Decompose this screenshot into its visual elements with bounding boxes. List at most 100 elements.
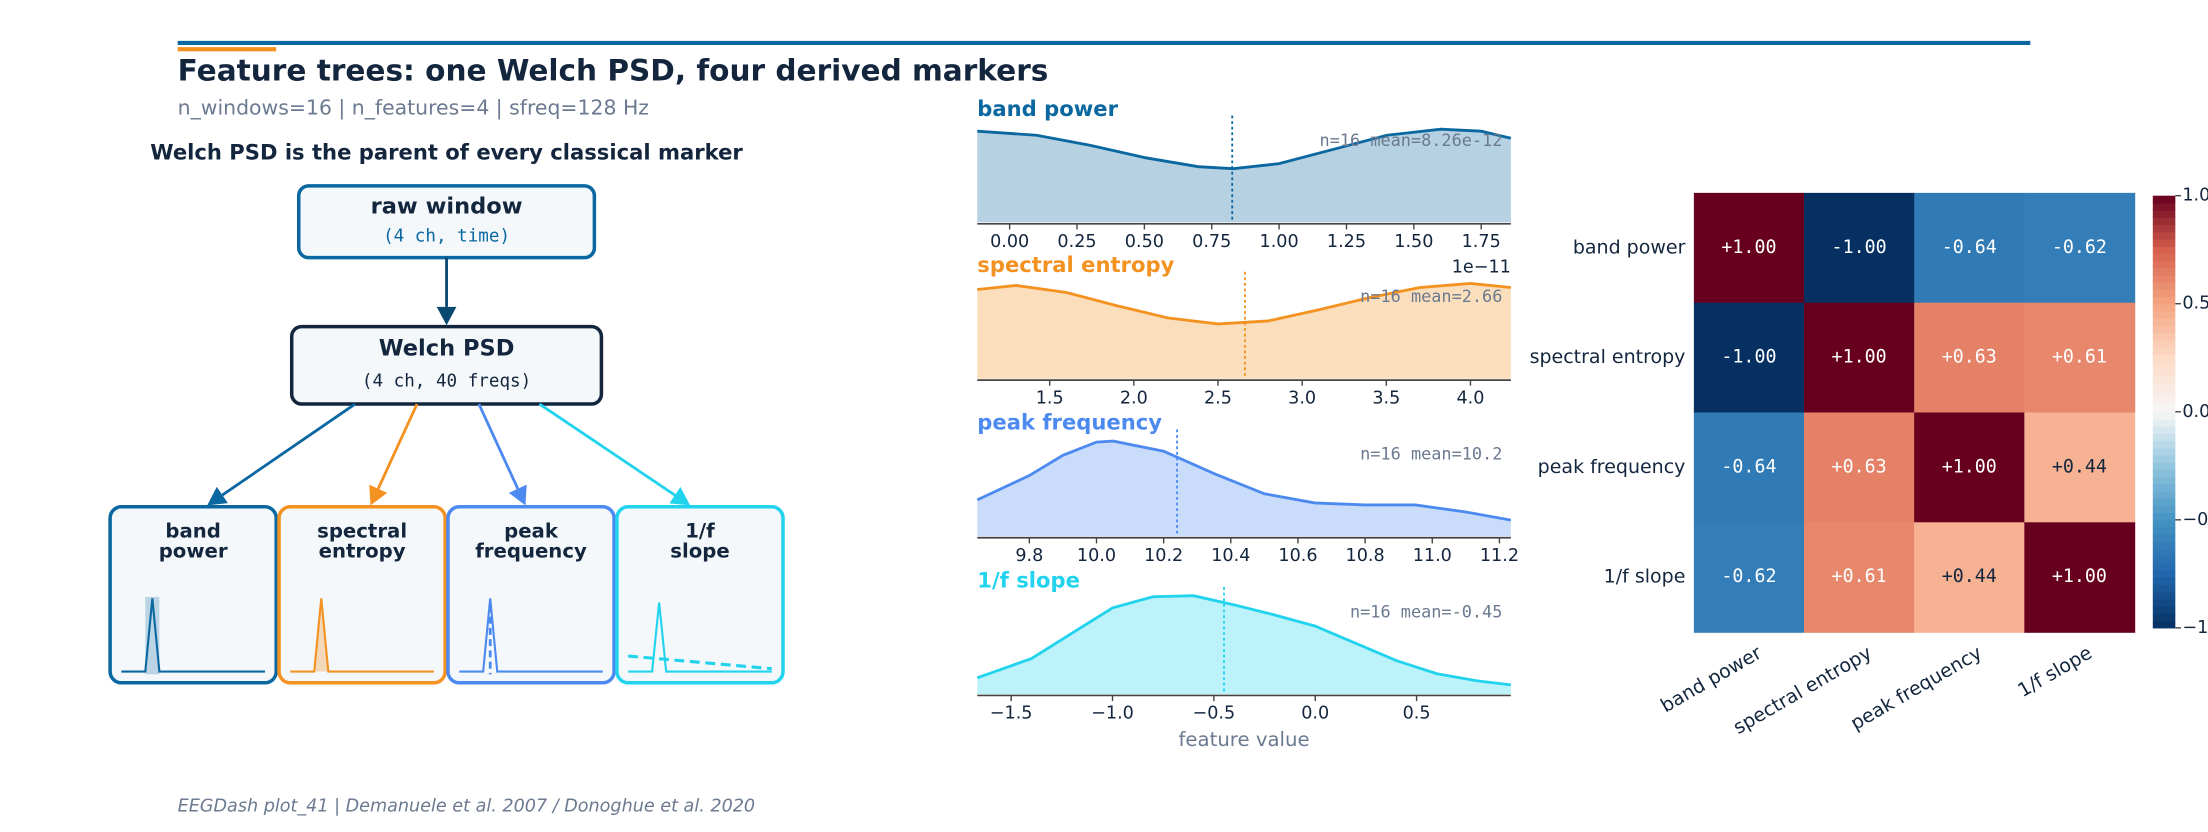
- colorbar-tick-label: −0.5: [2182, 510, 2208, 530]
- row-label: spectral entropy: [1530, 346, 1686, 368]
- colorbar-step: [2152, 447, 2176, 456]
- annotation: n=16 mean=10.2: [1360, 444, 1502, 464]
- heatmap-cell: [1693, 302, 1805, 414]
- annotation: n=16 mean=8.26e-12: [1320, 130, 1503, 150]
- colorbar-step: [2152, 361, 2176, 370]
- density-area: [977, 595, 1511, 695]
- colorbar-step: [2152, 390, 2176, 398]
- leaf-label: slope: [670, 539, 729, 562]
- colorbar-step: [2152, 577, 2176, 586]
- offset-label: 1e−11: [1452, 257, 1511, 277]
- colorbar-step: [2152, 462, 2176, 470]
- colorbar-tick-label: −1.0: [2182, 618, 2208, 638]
- colorbar-step: [2152, 310, 2176, 319]
- cell-label: +0.63: [1832, 456, 1887, 477]
- x-tick-label: 1.75: [1462, 232, 1501, 252]
- root-detail: (4 ch, time): [383, 227, 510, 247]
- sparkline-band: [145, 596, 160, 675]
- x-tick-label: 0.75: [1192, 232, 1231, 252]
- x-tick-label: 2.0: [1120, 388, 1148, 408]
- colorbar-step: [2152, 491, 2176, 499]
- arrow-shaft: [221, 402, 356, 497]
- cell-label: +0.61: [2052, 347, 2107, 368]
- cell-label: -0.64: [1721, 456, 1776, 477]
- leaf-label: entropy: [319, 539, 406, 562]
- x-tick-label: 1.00: [1260, 232, 1299, 252]
- colorbar-step: [2152, 375, 2176, 384]
- leaf-label: 1/f: [685, 520, 715, 543]
- heatmap-cell: [1804, 412, 1915, 523]
- leaf-label: frequency: [475, 539, 587, 562]
- colorbar-step: [2152, 397, 2176, 406]
- x-tick-label: 0.0: [1301, 704, 1329, 724]
- heatmap-cell: [1914, 302, 2026, 414]
- cell-label: +1.00: [2052, 566, 2107, 587]
- heatmap-cell: [1804, 192, 1915, 304]
- heatmap-cell: [1693, 192, 1805, 304]
- annotation: n=16 mean=-0.45: [1350, 601, 1502, 621]
- panel-title: spectral entropy: [977, 252, 1174, 277]
- x-tick-label: 3.5: [1372, 388, 1400, 408]
- colorbar-step: [2152, 325, 2176, 334]
- colorbar-step: [2152, 527, 2176, 535]
- colorbar-step: [2152, 584, 2176, 593]
- sparkline-fit: [628, 654, 772, 671]
- diagram-title: Welch PSD is the parent of every classic…: [150, 139, 743, 164]
- heatmap-cell: [1804, 522, 1915, 633]
- leaf-node: [615, 505, 785, 685]
- parent-label: Welch PSD: [379, 336, 515, 362]
- colorbar-step: [2152, 246, 2176, 254]
- arrow-shaft: [538, 402, 676, 497]
- x-tick-label: 4.0: [1456, 388, 1484, 408]
- heatmap-cell: [2024, 302, 2136, 414]
- leaf-node: [446, 505, 616, 685]
- row-label: peak frequency: [1538, 456, 1686, 478]
- x-tick-label: 2.5: [1204, 388, 1232, 408]
- cell-label: +1.00: [1721, 237, 1776, 258]
- heatmap-cell: [1914, 522, 2026, 633]
- sparkline: [628, 602, 772, 673]
- colorbar-step: [2152, 591, 2176, 600]
- arrow-head: [207, 486, 228, 506]
- colorbar-step: [2152, 620, 2176, 629]
- colorbar-step: [2152, 346, 2176, 355]
- colorbar-step: [2152, 318, 2176, 326]
- colorbar-step: [2152, 404, 2176, 413]
- colorbar-step: [2152, 202, 2176, 211]
- arrow-head: [669, 487, 691, 506]
- colorbar-tick-label: 0.0: [2182, 402, 2208, 422]
- x-tick-label: 0.50: [1125, 232, 1164, 252]
- x-tick-label: 11.0: [1413, 546, 1452, 566]
- colorbar-step: [2152, 613, 2176, 622]
- heatmap-cell: [1693, 522, 1805, 633]
- colorbar-step: [2152, 519, 2176, 528]
- colorbar-step: [2152, 217, 2176, 226]
- x-tick-label: 0.5: [1403, 704, 1431, 724]
- density-area: [977, 441, 1511, 537]
- root-label: raw window: [371, 193, 523, 219]
- colorbar-step: [2152, 411, 2176, 420]
- cell-label: +1.00: [1832, 347, 1887, 368]
- parent-detail: (4 ch, 40 freqs): [362, 372, 531, 392]
- cell-label: -0.64: [1942, 237, 1997, 258]
- density-line: [977, 127, 1512, 171]
- x-tick-label: 0.00: [990, 232, 1029, 252]
- cell-label: +0.44: [1942, 566, 1997, 587]
- arrow-shaft: [376, 403, 419, 490]
- panel-title: peak frequency: [977, 410, 1162, 435]
- colorbar-step: [2152, 303, 2176, 312]
- arrow-head: [436, 306, 457, 326]
- leaf-label: peak: [504, 520, 559, 543]
- sparkline: [459, 598, 603, 673]
- cell-label: +0.44: [2052, 456, 2107, 477]
- col-label: band power: [1657, 642, 1766, 717]
- x-tick-label: 10.6: [1278, 546, 1317, 566]
- heatmap-cell: [1804, 302, 1915, 414]
- arrow-head: [369, 484, 388, 506]
- colorbar-step: [2152, 454, 2176, 463]
- colorbar-step: [2152, 433, 2176, 442]
- row-label: 1/f slope: [1604, 566, 1686, 588]
- x-tick-label: −0.5: [1193, 704, 1236, 724]
- colorbar-step: [2152, 440, 2176, 449]
